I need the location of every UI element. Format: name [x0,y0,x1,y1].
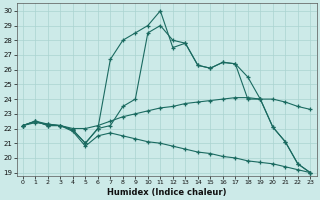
X-axis label: Humidex (Indice chaleur): Humidex (Indice chaleur) [107,188,226,197]
